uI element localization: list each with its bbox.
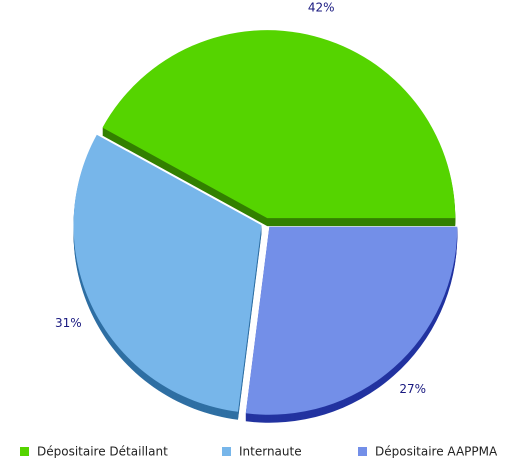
legend-swatch — [222, 447, 231, 456]
pie-slice — [245, 226, 458, 415]
data-label: 27% — [399, 382, 426, 396]
data-label: 31% — [55, 316, 82, 330]
legend-label: Dépositaire AAPPMA — [375, 445, 498, 459]
legend-label: Dépositaire Détaillant — [37, 445, 168, 459]
legend-swatch — [358, 447, 367, 456]
pie-slice — [102, 30, 456, 219]
legend-label: Internaute — [239, 445, 302, 459]
pie-slice — [73, 134, 262, 412]
legend-swatch — [20, 447, 29, 456]
data-label: 42% — [308, 1, 335, 15]
